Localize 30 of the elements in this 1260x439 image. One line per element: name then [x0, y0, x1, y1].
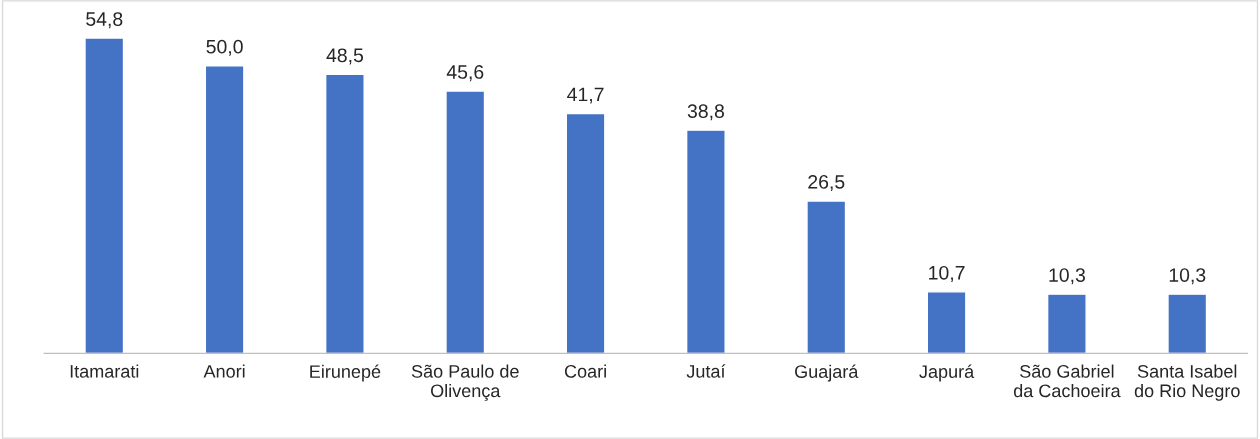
bar [806, 200, 847, 354]
x-tick-label: Anori [203, 364, 245, 378]
x-tick-label: Eirunepé [310, 364, 381, 382]
x-tick-label: Coari [564, 364, 606, 378]
data-label: 10,7 [929, 265, 965, 282]
x-tick-label: São Gabriel da Cachoeira [1013, 364, 1121, 398]
bar [84, 37, 125, 354]
x-tick-label: Japurá [919, 364, 975, 382]
bar [1046, 293, 1087, 354]
bar [324, 73, 365, 354]
x-tick-label: Itamarati [70, 364, 139, 378]
bar [926, 291, 967, 354]
data-label: 50,0 [206, 39, 243, 56]
bar [685, 129, 726, 354]
bar [204, 65, 245, 354]
data-label: 38,8 [687, 104, 724, 121]
x-tick-label: Jutaí [686, 364, 726, 378]
x-tick-label: São Paulo de Olivença [411, 364, 519, 401]
data-label: 10,3 [1049, 268, 1085, 285]
data-label: 10,3 [1169, 268, 1206, 285]
x-tick-label: Santa Isabel do Rio Negro [1134, 364, 1240, 401]
bar [1167, 293, 1208, 354]
data-label: 41,7 [567, 87, 604, 104]
data-label: 26,5 [808, 174, 845, 192]
data-label: 48,5 [326, 48, 364, 65]
data-label: 54,8 [86, 12, 123, 29]
x-tick-label: Guajará [795, 364, 859, 382]
data-label: 45,6 [446, 65, 484, 82]
bar [565, 112, 606, 354]
bar [445, 90, 486, 354]
